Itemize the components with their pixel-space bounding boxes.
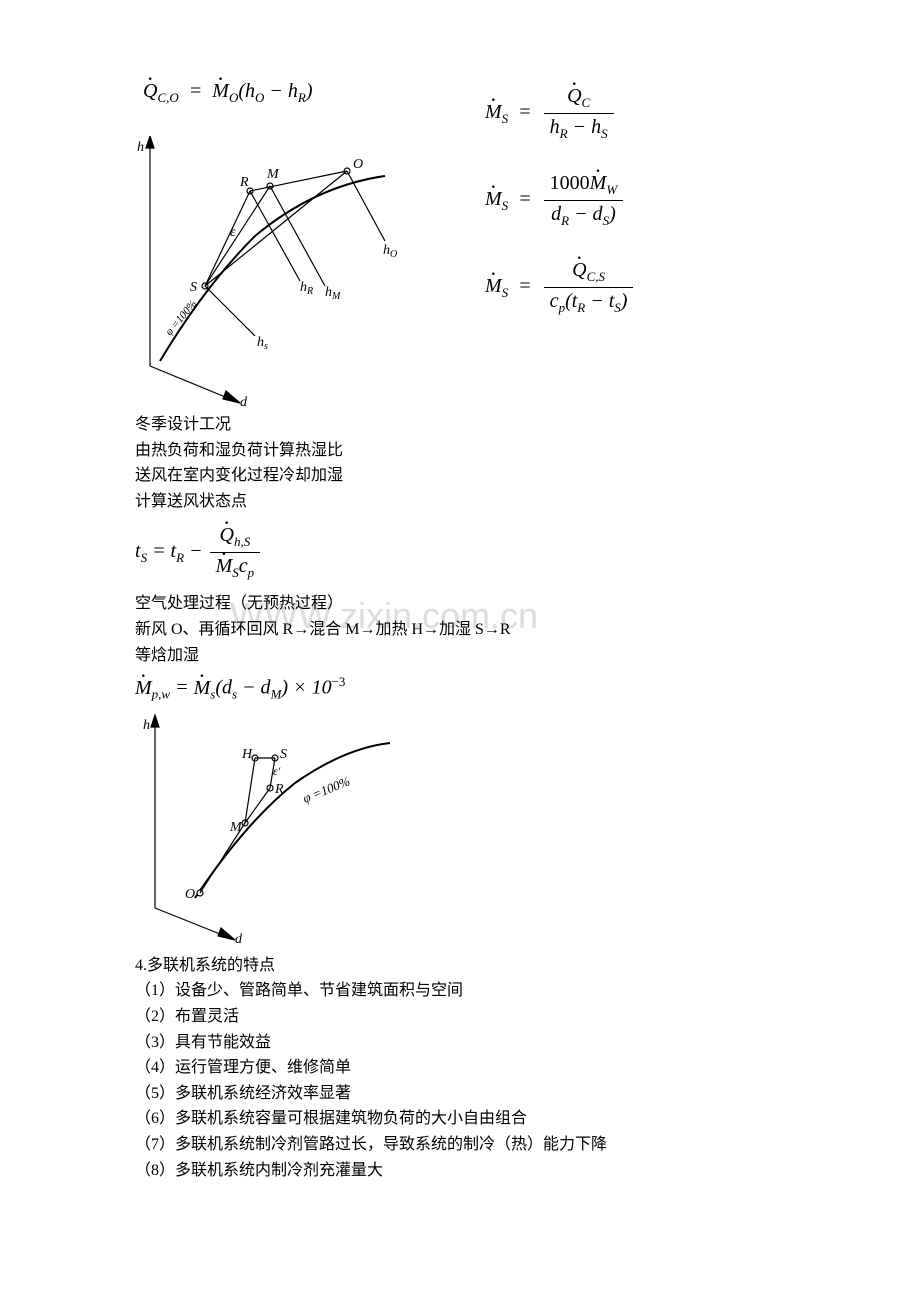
winter-design-text: 冬季设计工况 由热负荷和湿负荷计算热湿比 送风在室内变化过程冷却加湿 计算送风状… [135, 412, 785, 514]
svg-text:h: h [137, 140, 144, 155]
svg-text:S: S [190, 280, 197, 295]
svg-text:S: S [280, 747, 287, 762]
svg-text:φ =100%: φ =100% [301, 773, 353, 806]
list-item: （6）多联机系统容量可根据建筑物负荷的大小自由组合 [135, 1106, 785, 1132]
svg-text:ε: ε [230, 225, 236, 240]
psychrometric-diagram-1: h d R M O S ε hO hM hR hs φ =100% [135, 136, 405, 406]
svg-text:hs: hs [257, 335, 268, 352]
equation-qco: QC,O = MO(hO − hR) [143, 80, 435, 106]
equation-mpw: Mp,w = Ms(ds − dM) × 10−3 [135, 674, 785, 703]
svg-text:d: d [235, 932, 243, 943]
list-item: （3）具有节能效益 [135, 1030, 785, 1056]
equation-ts: tS = tR − Qh,S MScp [135, 524, 785, 581]
svg-text:hM: hM [325, 285, 341, 302]
svg-text:H: H [241, 747, 253, 762]
svg-text:R: R [239, 175, 249, 190]
svg-text:hR: hR [300, 280, 313, 297]
list-item: （7）多联机系统制冷剂管路过长，导致系统的制冷（热）能力下降 [135, 1132, 785, 1158]
equation-ms-1: MS = QC hR − hS [485, 85, 635, 142]
list-item: （5）多联机系统经济效率显著 [135, 1081, 785, 1107]
svg-text:M: M [229, 820, 243, 835]
equation-ms-3: MS = QC,S cp(tR − tS) [485, 259, 635, 316]
list-item: （8）多联机系统内制冷剂充灌量大 [135, 1158, 785, 1184]
section-4-title: 4.多联机系统的特点 [135, 953, 785, 979]
svg-text:h: h [143, 718, 150, 733]
equation-ms-2: MS = 1000MW dR − dS) [485, 172, 635, 229]
svg-text:O: O [353, 157, 363, 172]
svg-text:O: O [185, 887, 195, 902]
svg-text:M: M [266, 167, 280, 182]
section-4: 4.多联机系统的特点 （1）设备少、管路简单、节省建筑面积与空间 （2）布置灵活… [135, 953, 785, 1183]
list-item: （2）布置灵活 [135, 1004, 785, 1030]
diagram1-container: QC,O = MO(hO − hR) [135, 80, 435, 406]
svg-text:φ =100%: φ =100% [163, 298, 199, 338]
right-equations-column: MS = QC hR − hS MS = 1000MW dR − dS) MS [485, 80, 635, 346]
svg-text:R: R [274, 782, 284, 797]
psychrometric-diagram-2: h d H S R M O ε′ φ =100% [135, 713, 395, 943]
list-item: （1）设备少、管路简单、节省建筑面积与空间 [135, 978, 785, 1004]
svg-text:hO: hO [383, 243, 397, 260]
svg-text:d: d [240, 395, 248, 406]
air-process-text: 空气处理过程（无预热过程） 新风 O、再循环回风 R→混合 M→加热 H→加湿 … [135, 591, 785, 668]
svg-text:ε′: ε′ [273, 764, 281, 778]
list-item: （4）运行管理方便、维修简单 [135, 1055, 785, 1081]
